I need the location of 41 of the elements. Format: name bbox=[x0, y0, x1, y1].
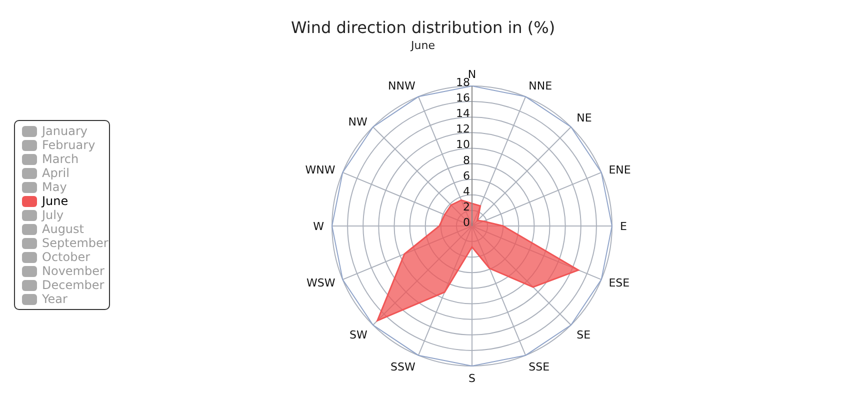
spoke-label: N bbox=[468, 68, 476, 81]
text: Year bbox=[42, 292, 68, 306]
text: September bbox=[42, 236, 108, 250]
text: December bbox=[42, 278, 104, 292]
y-tick-label: 16 bbox=[456, 92, 470, 105]
legend-label: June bbox=[42, 194, 68, 208]
text: February bbox=[42, 138, 96, 152]
y-tick-label: 18 bbox=[456, 76, 470, 89]
spoke-label: NNW bbox=[388, 79, 416, 92]
spoke-label: NW bbox=[348, 115, 368, 128]
spoke-label: W bbox=[313, 220, 324, 233]
spoke-label: WSW bbox=[306, 276, 336, 290]
text: November bbox=[42, 264, 104, 278]
text: August bbox=[42, 222, 84, 236]
y-tick-label: 4 bbox=[463, 184, 470, 198]
spoke-label: SSE bbox=[528, 360, 550, 374]
spoke-label: SE bbox=[576, 328, 591, 342]
y-tick-label: 0 bbox=[463, 216, 470, 229]
y-tick-label: 6 bbox=[463, 169, 470, 182]
text: January bbox=[42, 124, 88, 138]
spoke-label: SSW bbox=[390, 360, 416, 374]
chart-subtitle: June bbox=[410, 39, 436, 52]
spoke-label: NNE bbox=[528, 79, 552, 92]
spoke-label: E bbox=[620, 220, 627, 233]
y-tick-label: 10 bbox=[456, 138, 470, 152]
text: March bbox=[42, 152, 79, 166]
y-tick-label: 14 bbox=[456, 107, 470, 120]
spoke-label: NE bbox=[576, 111, 592, 124]
chart-title: Wind direction distribution in (%) bbox=[290, 18, 556, 37]
text: October bbox=[42, 250, 90, 264]
spoke-label: WNW bbox=[305, 163, 336, 176]
spoke-label: S bbox=[468, 372, 476, 385]
spoke-label: SW bbox=[349, 328, 368, 342]
text: July bbox=[42, 208, 64, 222]
y-tick-label: 8 bbox=[463, 154, 470, 167]
text: April bbox=[42, 166, 70, 180]
y-tick-label: 2 bbox=[463, 200, 470, 214]
spoke-label: ENE bbox=[608, 163, 631, 176]
spoke-label: ESE bbox=[608, 276, 630, 290]
y-tick-label: 12 bbox=[456, 122, 470, 136]
text: May bbox=[42, 180, 67, 194]
